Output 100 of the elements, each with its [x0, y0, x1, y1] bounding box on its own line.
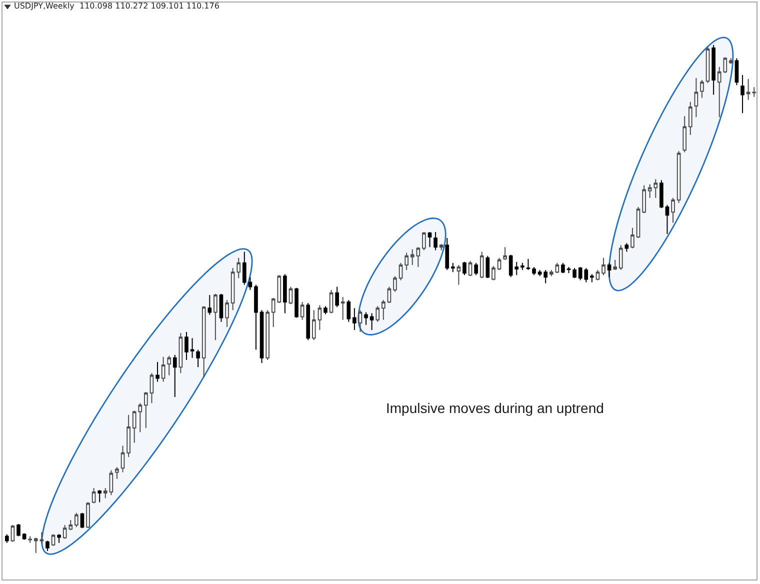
candlestick — [120, 445, 125, 473]
candlestick — [468, 260, 472, 277]
candlestick — [364, 312, 368, 326]
candlestick — [642, 184, 646, 214]
candlestick — [335, 286, 339, 308]
candlestick — [676, 150, 681, 204]
candlestick — [46, 540, 50, 552]
candlestick — [526, 258, 530, 271]
candlestick — [236, 257, 241, 279]
candlestick — [462, 261, 466, 276]
candlestick — [190, 338, 194, 358]
candlestick — [596, 270, 600, 281]
candlestick — [242, 251, 246, 286]
candlestick — [572, 268, 576, 279]
candlestick — [98, 490, 102, 503]
candlestick — [607, 262, 612, 278]
candlestick — [422, 231, 426, 251]
candlestick — [624, 242, 629, 252]
candlestick — [219, 293, 224, 322]
candlestick — [712, 44, 716, 96]
candlestick — [398, 262, 403, 281]
candlestick — [590, 274, 594, 283]
candlestick — [503, 246, 507, 260]
candlestick — [208, 294, 212, 316]
candlestick — [22, 532, 26, 540]
candlestick — [5, 534, 9, 544]
candlestick — [370, 312, 374, 330]
candlestick — [329, 289, 334, 314]
candlestick — [312, 310, 316, 341]
candlestick — [520, 262, 524, 271]
candlestick — [538, 270, 542, 277]
candlestick — [126, 414, 130, 458]
candlestick — [613, 259, 618, 271]
candlestick — [254, 284, 258, 350]
candlestick — [260, 310, 264, 364]
candlestick — [636, 206, 640, 239]
candlestick — [150, 372, 154, 404]
candlestick — [115, 466, 119, 480]
candlestick — [103, 487, 108, 499]
candlestick — [381, 300, 386, 320]
candlestick — [230, 268, 235, 311]
candlestick — [178, 332, 183, 374]
candlestick — [358, 310, 362, 333]
candlestick — [86, 502, 90, 529]
candlestick — [167, 355, 172, 376]
candlestick — [660, 180, 664, 209]
candlestick — [300, 302, 304, 320]
candlestick — [439, 244, 444, 251]
candlestick — [57, 534, 61, 544]
candlestick — [387, 286, 392, 304]
candlestick — [445, 238, 450, 271]
candlestick — [630, 227, 634, 249]
candlestick — [16, 524, 20, 537]
candlestick — [566, 266, 571, 274]
candlestick — [618, 244, 623, 271]
candlestick — [561, 262, 565, 274]
candlestick — [40, 532, 44, 544]
candlestick — [172, 354, 177, 398]
candlestick — [694, 78, 698, 118]
candlestick — [492, 265, 496, 281]
candlestick — [734, 58, 739, 86]
candlestick — [248, 276, 252, 290]
candlestick — [288, 286, 293, 305]
candlestick — [474, 262, 478, 276]
candlestick — [340, 296, 345, 320]
candlestick — [184, 332, 188, 360]
candlestick — [544, 270, 548, 284]
candlestick — [671, 197, 675, 224]
candlestick — [346, 300, 351, 322]
candlestick — [196, 349, 200, 368]
candlestick — [283, 274, 287, 314]
candlestick — [10, 524, 15, 542]
candlestick — [352, 308, 356, 330]
candlestick — [51, 534, 56, 546]
candlestick — [393, 276, 397, 292]
candlestick — [752, 86, 756, 98]
candlestick — [225, 300, 229, 328]
candlestick — [729, 58, 733, 64]
candlestick — [497, 257, 502, 271]
annotation: Impulsive moves during an uptrend — [386, 400, 604, 416]
candlestick — [555, 262, 560, 274]
candlestick — [74, 512, 78, 528]
candlestick — [706, 46, 710, 84]
candlestick — [428, 231, 432, 248]
candlestick — [480, 251, 484, 279]
candlestick — [144, 391, 148, 429]
candlestick — [746, 78, 750, 100]
candlestick — [109, 470, 114, 496]
candlestick — [318, 304, 322, 330]
candlestick — [486, 255, 490, 279]
candlestick — [324, 306, 328, 315]
candlestick — [161, 356, 166, 382]
candlestick — [700, 80, 704, 98]
candlestick — [214, 293, 218, 341]
candlestick — [532, 266, 536, 276]
candlestick — [665, 204, 670, 234]
candlestick — [156, 361, 160, 382]
candlestick — [202, 306, 206, 378]
chart-title: USDJPY,Weekly 110.098 110.272 109.101 110.176 — [14, 2, 220, 11]
candlestick — [688, 101, 692, 136]
